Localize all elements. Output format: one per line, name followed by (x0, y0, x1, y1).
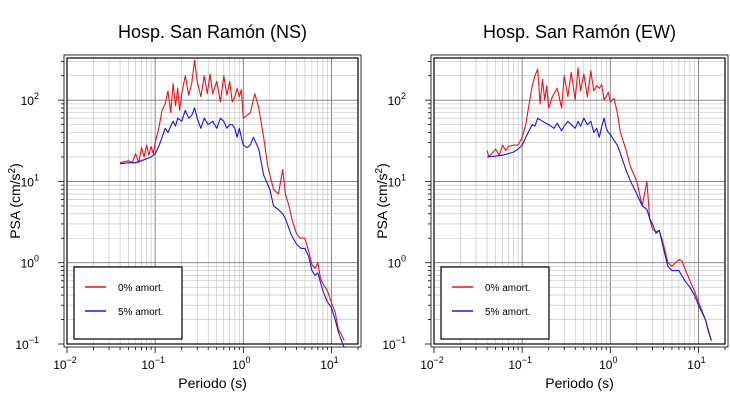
y-tick-label: 10−1 (15, 335, 39, 352)
y-tick-exponent: 0 (34, 254, 39, 264)
y-tick-label: 102 (388, 91, 406, 108)
y-tick-exponent: 2 (401, 91, 406, 101)
legend: 0% amort. 5% amort. (73, 266, 183, 340)
x-tick-label: 10−1 (141, 355, 165, 372)
y-tick-exponent: 1 (401, 172, 406, 182)
x-tick-label: 10−2 (420, 355, 444, 372)
legend-label: 5% amort. (485, 307, 531, 318)
y-tick-label: 101 (388, 172, 406, 189)
x-axis-label: Periodo (s) (178, 375, 246, 391)
y-axis-label: PSA (cm/s2) (7, 163, 23, 239)
y-tick-label: 100 (21, 254, 39, 271)
y-axis-label: PSA (cm/s2) (374, 163, 390, 239)
y-tick-exponent: −1 (29, 335, 39, 345)
x-tick-exponent: −1 (522, 355, 532, 365)
series-line-undamped (486, 67, 712, 341)
y-tick-exponent: 2 (34, 91, 39, 101)
x-tick-label: 101 (320, 355, 338, 372)
series-line-damped (120, 107, 345, 348)
y-tick-label: 100 (388, 254, 406, 271)
legend-label: 0% amort. (485, 283, 531, 294)
series-line-damped (487, 117, 712, 341)
y-tick-label: 101 (21, 172, 39, 189)
series-line-undamped (119, 59, 345, 341)
chart-title: Hosp. San Ramón (EW) (483, 22, 676, 42)
y-tick-label: 102 (21, 91, 39, 108)
x-tick-label: 100 (599, 355, 617, 372)
legend-label: 0% amort. (118, 283, 164, 294)
legend: 0% amort. 5% amort. (440, 266, 550, 340)
x-tick-label: 100 (232, 355, 250, 372)
x-tick-exponent: −2 (67, 355, 77, 365)
plot-frame (66, 57, 359, 345)
plot-frame-outer (63, 54, 362, 348)
legend-box (73, 266, 183, 340)
x-tick-label: 10−2 (53, 355, 77, 372)
x-tick-label: 101 (687, 355, 705, 372)
legend-label: 5% amort. (118, 307, 164, 318)
y-tick-exponent: 0 (401, 254, 406, 264)
x-tick-exponent: 1 (334, 355, 339, 365)
legend-box (440, 266, 550, 340)
chart-title: Hosp. San Ramón (NS) (118, 22, 307, 42)
x-tick-exponent: 1 (701, 355, 706, 365)
y-tick-exponent: −1 (396, 335, 406, 345)
x-tick-exponent: 0 (245, 355, 250, 365)
x-tick-exponent: 0 (612, 355, 617, 365)
x-tick-exponent: −2 (434, 355, 444, 365)
y-tick-exponent: 1 (34, 172, 39, 182)
y-tick-label: 10−1 (382, 335, 406, 352)
plot-frame-outer (430, 54, 729, 348)
plot-frame (433, 57, 726, 345)
x-axis-label: Periodo (s) (545, 375, 613, 391)
x-tick-label: 10−1 (508, 355, 532, 372)
x-tick-exponent: −1 (155, 355, 165, 365)
grid (66, 58, 359, 345)
